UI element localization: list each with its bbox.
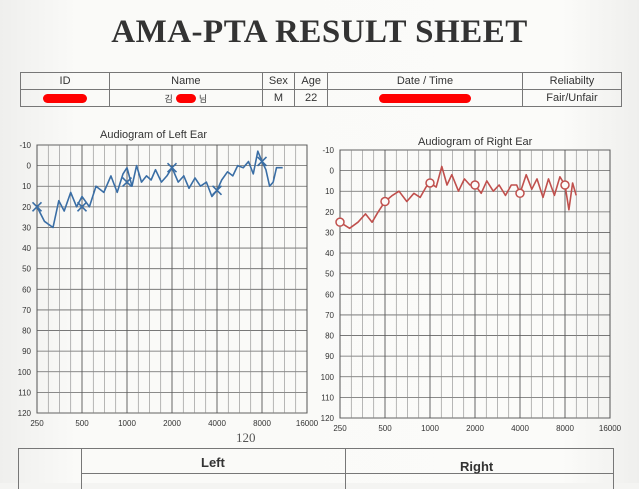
y-tick-label: 10 — [22, 182, 31, 191]
y-tick-label: 100 — [18, 368, 32, 377]
y-tick-label: 110 — [321, 393, 334, 402]
y-tick-label: -10 — [322, 146, 334, 155]
x-tick-label: 250 — [333, 424, 347, 433]
y-tick-label: 90 — [22, 347, 31, 356]
x-tick-label: 8000 — [253, 419, 271, 428]
series-line — [339, 165, 577, 230]
name-suffix: 님 — [198, 93, 208, 104]
o-marker — [515, 188, 525, 199]
right-chart-title: Audiogram of Right Ear — [418, 136, 533, 148]
x-marker — [121, 177, 133, 188]
x-tick-label: 2000 — [466, 424, 484, 433]
x-tick-label: 2000 — [163, 419, 181, 428]
y-tick-label: 20 — [325, 208, 334, 217]
x-tick-label: 16000 — [296, 419, 319, 428]
x-marker — [166, 162, 178, 173]
y-tick-label: 30 — [22, 223, 31, 232]
y-tick-label: 0 — [330, 167, 335, 176]
y-tick-label: 90 — [325, 352, 334, 361]
id-redaction — [43, 93, 88, 103]
x-marker — [76, 201, 88, 212]
x-tick-label: 8000 — [556, 424, 574, 433]
y-tick-label: 0 — [27, 162, 32, 171]
left-chart-title: Audiogram of Left Ear — [100, 129, 208, 141]
date-redaction — [378, 93, 471, 103]
x-marker — [256, 156, 268, 167]
patient-info-table: ID Name Sex Age Date / Time Reliabilty 김… — [19, 72, 623, 107]
y-tick-label: -10 — [19, 141, 31, 150]
y-tick-label: 60 — [325, 290, 334, 299]
y-tick-label: 10 — [325, 187, 334, 196]
y-tick-label: 110 — [18, 388, 31, 397]
o-marker — [560, 180, 570, 190]
o-marker — [470, 180, 480, 190]
left-column-label: Left — [201, 455, 225, 470]
y-tick-label: 120 — [321, 414, 335, 423]
y-tick-label: 70 — [22, 306, 31, 315]
page-title: AMA-PTA RESULT SHEET — [111, 14, 528, 50]
x-tick-label: 250 — [30, 419, 44, 428]
x-tick-label: 500 — [378, 424, 392, 433]
y-tick-label: 80 — [22, 327, 31, 336]
x-tick-label: 1000 — [421, 424, 439, 433]
o-marker — [335, 217, 345, 227]
x-marker — [211, 185, 223, 196]
y-tick-label: 120 — [18, 409, 32, 418]
name-prefix: 김 — [164, 93, 173, 104]
o-marker — [380, 196, 390, 207]
threshold-table: Left Right — [18, 448, 614, 489]
x-tick-label: 4000 — [208, 419, 226, 428]
name-value: 김 님 — [109, 89, 263, 107]
y-tick-label: 100 — [321, 373, 335, 382]
y-tick-label: 70 — [325, 311, 334, 320]
y-tick-label: 30 — [325, 228, 334, 237]
y-tick-label: 60 — [22, 285, 31, 294]
y-tick-label: 50 — [22, 265, 31, 274]
x-tick-label: 500 — [75, 419, 89, 428]
name-redaction — [175, 94, 196, 104]
reliability-header: Reliabilty — [521, 72, 623, 90]
right-column-label: Right — [460, 459, 494, 474]
x-tick-label: 16000 — [599, 424, 622, 433]
y-tick-label: 20 — [22, 203, 31, 212]
series-line — [36, 150, 283, 229]
y-tick-label: 80 — [325, 332, 334, 341]
o-marker — [425, 178, 435, 188]
handwritten-note: 120 — [236, 430, 256, 445]
x-tick-label: 1000 — [118, 419, 136, 428]
reliability-value: Fair/Unfair — [521, 89, 623, 107]
y-tick-label: 50 — [325, 270, 334, 279]
x-marker — [31, 201, 43, 212]
x-tick-label: 4000 — [511, 424, 529, 433]
y-tick-label: 40 — [325, 249, 334, 258]
y-tick-label: 40 — [22, 244, 31, 253]
